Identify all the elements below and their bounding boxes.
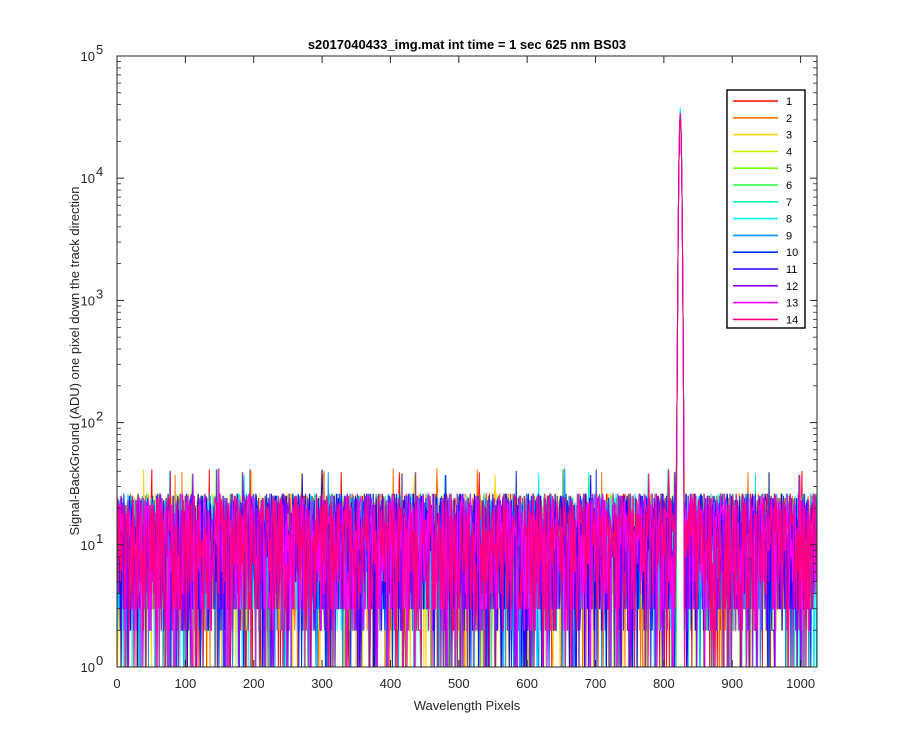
chart-title: s2017040433_img.mat int time = 1 sec 625…: [308, 37, 626, 52]
y-tick-exponent: 2: [96, 409, 103, 424]
x-tick-label: 700: [585, 676, 607, 691]
x-tick-label: 100: [175, 676, 197, 691]
y-tick-exponent: 5: [96, 42, 103, 57]
legend-label-13: 13: [786, 298, 798, 310]
x-tick-label: 600: [516, 676, 538, 691]
y-tick-exponent: 1: [96, 531, 103, 546]
y-tick-label: 10: [81, 416, 95, 431]
y-tick-exponent: 3: [96, 286, 103, 301]
legend-label-9: 9: [786, 230, 792, 242]
x-tick-label: 1000: [786, 676, 815, 691]
legend-box: [726, 89, 806, 329]
legend-label-8: 8: [786, 214, 792, 226]
legend-label-12: 12: [786, 281, 798, 293]
plot-frame: [116, 55, 818, 668]
y-tick-label: 10: [81, 660, 95, 675]
x-axis: 0 100 200 300 400 500 600 700 800 900 1000: [113, 56, 815, 691]
series-line-14: [117, 114, 817, 667]
x-tick-label: 400: [380, 676, 402, 691]
x-tick-label: 300: [311, 676, 333, 691]
x-tick-label: 200: [243, 676, 265, 691]
legend-label-5: 5: [786, 163, 792, 175]
y-tick-label: 10: [81, 293, 95, 308]
legend-label-2: 2: [786, 113, 792, 125]
legend-label-14: 14: [786, 314, 798, 326]
x-tick-label: 0: [113, 676, 120, 691]
y-tick-label: 10: [81, 171, 95, 186]
y-tick-exponent: 0: [96, 653, 103, 668]
legend-label-10: 10: [786, 247, 798, 259]
y-axis-label: Signal-BackGround (ADU) one pixel down t…: [67, 186, 82, 535]
x-axis-label: Wavelength Pixels: [414, 698, 521, 713]
legend-label-3: 3: [786, 130, 792, 142]
y-tick-label: 10: [81, 49, 95, 64]
x-tick-label: 500: [448, 676, 470, 691]
legend-label-4: 4: [786, 146, 792, 158]
legend-label-1: 1: [786, 96, 792, 108]
legend-label-7: 7: [786, 197, 792, 209]
legend-label-11: 11: [786, 264, 797, 276]
x-tick-label: 900: [721, 676, 743, 691]
y-tick-label: 10: [81, 538, 95, 553]
series-layer: [117, 107, 817, 667]
legend-label-6: 6: [786, 180, 792, 192]
y-tick-exponent: 4: [96, 164, 103, 179]
x-tick-label: 800: [653, 676, 675, 691]
